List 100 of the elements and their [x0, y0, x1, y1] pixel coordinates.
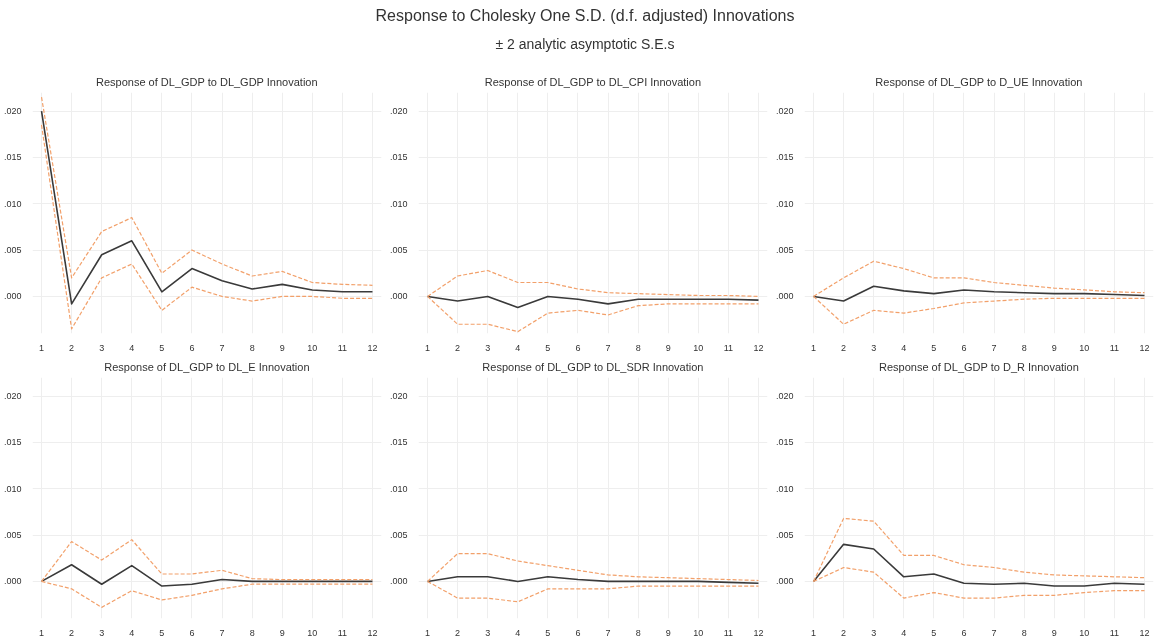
x-tick-label: 12 — [367, 342, 378, 353]
x-tick-label: 12 — [753, 627, 764, 638]
x-tick-label: 8 — [249, 342, 255, 353]
y-tick-label: .005 — [389, 530, 408, 541]
x-tick-label: 11 — [1109, 342, 1120, 353]
chart-title: Response of DL_GDP to D_R Innovation — [879, 360, 1079, 373]
y-tick-label: .010 — [775, 483, 794, 494]
x-tick-label: 3 — [485, 342, 491, 353]
x-tick-label: 5 — [931, 627, 937, 638]
x-tick-label: 6 — [575, 342, 581, 353]
y-tick-label: .005 — [3, 245, 22, 256]
y-tick-label: .015 — [775, 152, 794, 163]
y-tick-label: .010 — [3, 483, 22, 494]
x-tick-label: 6 — [961, 627, 967, 638]
y-tick-label: .010 — [3, 198, 22, 209]
x-tick-label: 2 — [841, 342, 847, 353]
x-tick-label: 4 — [515, 627, 521, 638]
x-tick-label: 1 — [425, 342, 431, 353]
x-tick-label: 4 — [129, 342, 135, 353]
x-tick-label: 10 — [1079, 342, 1090, 353]
x-tick-label: 2 — [69, 627, 75, 638]
y-tick-label: .015 — [389, 437, 408, 448]
x-tick-label: 2 — [69, 342, 75, 353]
y-tick-label: .000 — [3, 576, 22, 587]
x-tick-label: 7 — [991, 627, 997, 638]
x-tick-label: 9 — [279, 627, 285, 638]
y-tick-label: .000 — [775, 576, 794, 587]
y-tick-label: .015 — [389, 152, 408, 163]
x-tick-label: 12 — [1139, 342, 1150, 353]
x-tick-label: 12 — [753, 342, 764, 353]
y-tick-label: .000 — [3, 291, 22, 302]
x-tick-label: 4 — [515, 342, 521, 353]
x-tick-label: 4 — [129, 627, 135, 638]
x-tick-label: 1 — [811, 342, 817, 353]
y-tick-label: .020 — [3, 391, 22, 402]
x-tick-label: 6 — [189, 627, 195, 638]
x-tick-label: 3 — [99, 627, 105, 638]
y-tick-label: .020 — [389, 106, 408, 117]
x-tick-label: 1 — [39, 627, 45, 638]
x-tick-label: 8 — [1021, 627, 1027, 638]
x-tick-label: 3 — [871, 627, 877, 638]
y-tick-label: .020 — [775, 391, 794, 402]
y-tick-label: .000 — [775, 291, 794, 302]
x-tick-label: 5 — [545, 342, 551, 353]
chart-title: Response of DL_GDP to DL_CPI Innovation — [484, 75, 702, 88]
x-tick-label: 5 — [159, 342, 165, 353]
y-tick-label: .015 — [3, 437, 22, 448]
chart-title: Response of DL_GDP to DL_SDR Innovation — [482, 360, 704, 373]
x-tick-label: 11 — [337, 627, 348, 638]
y-tick-label: .020 — [389, 391, 408, 402]
y-tick-label: .015 — [775, 437, 794, 448]
x-tick-label: 9 — [279, 342, 285, 353]
x-tick-label: 12 — [1139, 627, 1150, 638]
x-tick-label: 2 — [841, 627, 847, 638]
x-tick-label: 7 — [219, 627, 225, 638]
x-tick-label: 5 — [931, 342, 937, 353]
x-tick-label: 8 — [1021, 342, 1027, 353]
chart-title: Response of DL_GDP to DL_E Innovation — [104, 360, 310, 373]
x-tick-label: 7 — [605, 342, 611, 353]
x-tick-label: 7 — [219, 342, 225, 353]
y-tick-label: .005 — [389, 245, 408, 256]
x-tick-label: 5 — [545, 627, 551, 638]
x-tick-label: 6 — [189, 342, 195, 353]
x-tick-label: 11 — [723, 627, 734, 638]
chart-title: Response of DL_GDP to D_UE Innovation — [875, 75, 1083, 88]
x-tick-label: 10 — [307, 342, 318, 353]
x-tick-label: 2 — [455, 342, 461, 353]
x-tick-label: 2 — [455, 627, 461, 638]
x-tick-label: 10 — [307, 627, 318, 638]
x-tick-label: 3 — [871, 342, 877, 353]
x-tick-label: 10 — [693, 627, 704, 638]
y-tick-label: .010 — [775, 198, 794, 209]
y-tick-label: .000 — [389, 576, 408, 587]
text: Response to Cholesky One S.D. (d.f. adjusted) Innovations — [375, 6, 795, 26]
x-tick-label: 7 — [605, 627, 611, 638]
x-tick-label: 1 — [811, 627, 817, 638]
x-tick-label: 1 — [425, 627, 431, 638]
x-tick-label: 7 — [991, 342, 997, 353]
y-tick-label: .015 — [3, 152, 22, 163]
x-tick-label: 8 — [249, 627, 255, 638]
x-tick-label: 8 — [635, 627, 641, 638]
x-tick-label: 9 — [665, 342, 671, 353]
chart-title: Response of DL_GDP to DL_GDP Innovation — [96, 75, 318, 88]
y-tick-label: .010 — [389, 483, 408, 494]
x-tick-label: 9 — [1051, 627, 1057, 638]
y-tick-label: .020 — [775, 106, 794, 117]
x-tick-label: 6 — [961, 342, 967, 353]
y-tick-label: .000 — [389, 291, 408, 302]
y-tick-label: .020 — [3, 106, 22, 117]
x-tick-label: 9 — [1051, 342, 1057, 353]
x-tick-label: 9 — [665, 627, 671, 638]
y-tick-label: .005 — [3, 530, 22, 541]
x-tick-label: 5 — [159, 627, 165, 638]
x-tick-label: 4 — [901, 342, 907, 353]
x-tick-label: 6 — [575, 627, 581, 638]
y-tick-label: .010 — [389, 198, 408, 209]
x-tick-label: 10 — [1079, 627, 1090, 638]
x-tick-label: 4 — [901, 627, 907, 638]
text: ± 2 analytic asymptotic S.E.s — [494, 34, 676, 54]
x-tick-label: 11 — [337, 342, 348, 353]
